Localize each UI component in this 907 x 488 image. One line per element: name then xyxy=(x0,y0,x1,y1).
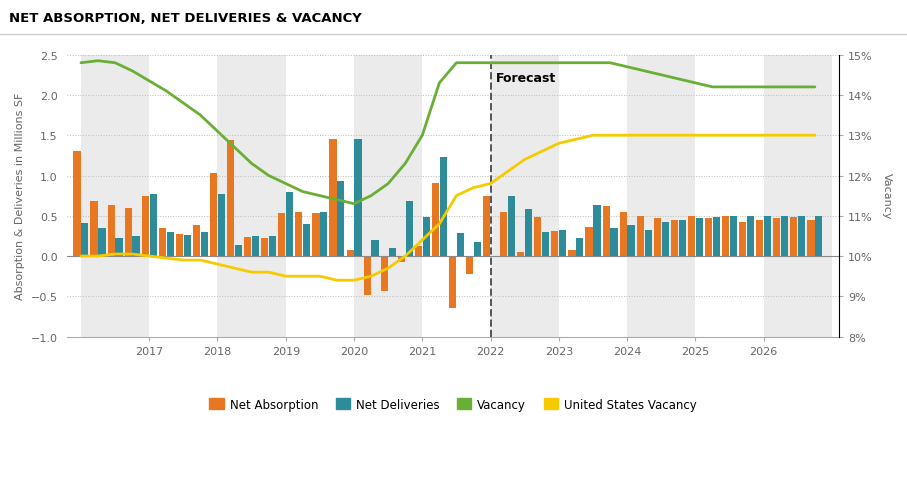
Bar xyxy=(534,217,541,257)
Bar xyxy=(473,242,481,257)
Bar xyxy=(91,202,98,257)
Bar xyxy=(593,206,600,257)
Bar xyxy=(747,216,754,257)
Bar xyxy=(722,216,729,257)
Bar xyxy=(628,226,635,257)
Bar xyxy=(372,241,378,257)
Bar xyxy=(449,257,456,308)
Bar xyxy=(235,245,242,257)
Bar xyxy=(218,56,286,337)
Bar xyxy=(227,141,234,257)
Bar xyxy=(98,228,105,257)
Bar xyxy=(798,216,805,257)
Bar xyxy=(508,196,515,257)
Bar xyxy=(739,223,746,257)
Bar xyxy=(184,236,190,257)
Bar xyxy=(388,248,395,257)
Bar xyxy=(602,207,610,257)
Bar xyxy=(218,195,225,257)
Bar xyxy=(397,257,405,262)
Bar xyxy=(354,56,423,337)
Bar xyxy=(576,239,583,257)
Bar xyxy=(569,251,576,257)
Bar xyxy=(781,216,788,257)
Legend: Net Absorption, Net Deliveries, Vacancy, United States Vacancy: Net Absorption, Net Deliveries, Vacancy,… xyxy=(205,393,701,415)
Y-axis label: Vacancy: Vacancy xyxy=(882,173,892,220)
Bar xyxy=(200,232,208,257)
Bar xyxy=(645,231,652,257)
Bar xyxy=(730,216,737,257)
Bar xyxy=(355,140,362,257)
Bar xyxy=(167,232,174,257)
Bar xyxy=(176,235,183,257)
Text: NET ABSORPTION, NET DELIVERIES & VACANCY: NET ABSORPTION, NET DELIVERIES & VACANCY xyxy=(9,12,362,25)
Bar xyxy=(619,212,627,257)
Bar xyxy=(81,56,150,337)
Bar xyxy=(696,219,703,257)
Bar xyxy=(688,216,695,257)
Bar xyxy=(159,228,166,257)
Bar xyxy=(108,206,114,257)
Bar xyxy=(193,226,200,257)
Bar xyxy=(457,234,464,257)
Bar xyxy=(432,183,439,257)
Bar xyxy=(329,140,336,257)
Bar xyxy=(756,221,764,257)
Bar xyxy=(296,212,302,257)
Bar xyxy=(654,219,661,257)
Bar xyxy=(764,56,832,337)
Bar xyxy=(773,219,780,257)
Bar xyxy=(269,236,277,257)
Bar xyxy=(320,212,327,257)
Bar xyxy=(790,218,797,257)
Bar xyxy=(815,216,823,257)
Bar xyxy=(261,238,268,257)
Bar xyxy=(73,152,81,257)
Bar xyxy=(381,257,388,292)
Bar xyxy=(560,231,566,257)
Bar xyxy=(364,257,371,295)
Bar xyxy=(312,214,319,257)
Bar xyxy=(483,196,490,257)
Bar xyxy=(713,218,720,257)
Bar xyxy=(405,202,413,257)
Bar xyxy=(661,223,668,257)
Bar xyxy=(764,216,771,257)
Bar xyxy=(500,212,507,257)
Bar xyxy=(585,227,592,257)
Bar xyxy=(466,257,473,274)
Bar xyxy=(542,232,550,257)
Bar xyxy=(252,236,259,257)
Bar xyxy=(150,195,157,257)
Bar xyxy=(278,214,286,257)
Bar xyxy=(286,192,293,257)
Bar xyxy=(610,228,618,257)
Bar xyxy=(303,224,310,257)
Y-axis label: Absorption & Deliveries in Millions SF: Absorption & Deliveries in Millions SF xyxy=(15,93,25,300)
Bar xyxy=(115,238,122,257)
Bar xyxy=(491,56,559,337)
Bar xyxy=(346,251,354,257)
Text: Forecast: Forecast xyxy=(496,72,556,84)
Bar xyxy=(678,221,686,257)
Bar xyxy=(82,224,89,257)
Bar xyxy=(210,174,217,257)
Bar xyxy=(517,252,524,257)
Bar xyxy=(705,219,712,257)
Bar xyxy=(551,232,559,257)
Bar xyxy=(671,221,678,257)
Bar xyxy=(440,158,447,257)
Bar xyxy=(423,218,430,257)
Bar xyxy=(637,216,644,257)
Bar xyxy=(525,210,532,257)
Bar xyxy=(124,208,132,257)
Bar xyxy=(337,182,345,257)
Bar xyxy=(414,247,422,257)
Bar xyxy=(132,236,140,257)
Bar xyxy=(244,237,251,257)
Bar xyxy=(141,196,149,257)
Bar xyxy=(627,56,696,337)
Bar xyxy=(807,221,814,257)
